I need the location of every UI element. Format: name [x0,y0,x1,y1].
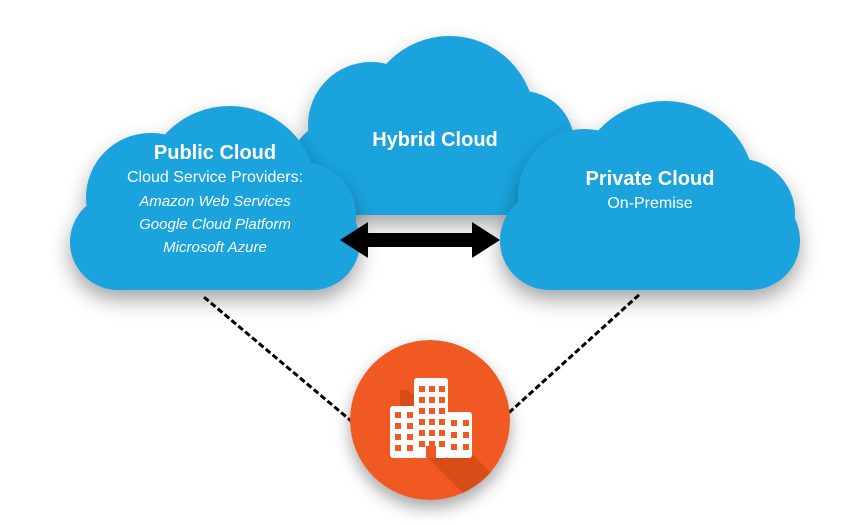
private-subtitle: On-Premise [500,195,800,213]
private-title: Private Cloud [500,168,800,191]
cloud-public: Public Cloud Cloud Service Providers: Am… [70,105,360,290]
public-provider: Google Cloud Platform [70,216,360,233]
diagram-stage: Hybrid Cloud Public Cloud Cloud Service … [0,0,860,525]
bidirectional-arrow-icon [340,222,500,258]
public-provider: Amazon Web Services [70,193,360,210]
public-title: Public Cloud [70,142,360,165]
organization-badge [350,340,510,500]
public-subtitle: Cloud Service Providers: [70,169,360,187]
cloud-private: Private Cloud On-Premise [500,100,800,290]
public-provider: Microsoft Azure [70,239,360,256]
